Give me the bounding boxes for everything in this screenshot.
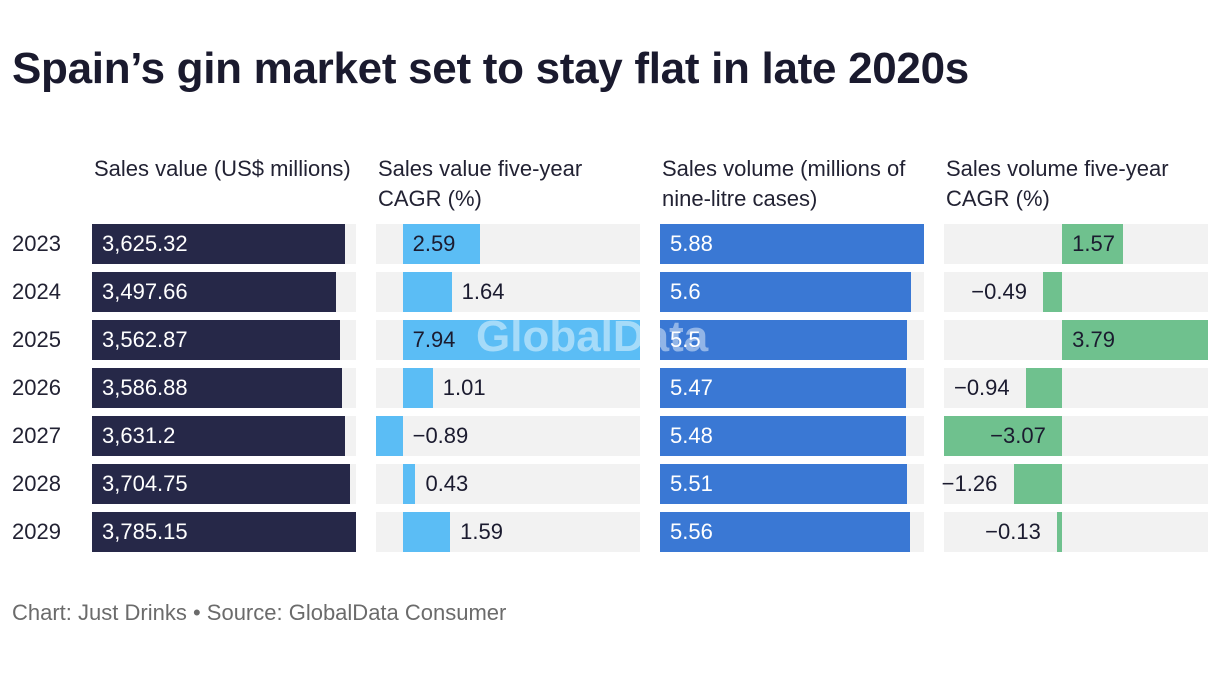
sales-value-cagr-bar: [376, 416, 403, 456]
sales-value-cagr-bar: [402, 512, 451, 552]
sales-volume-cagr-bar: [1062, 320, 1208, 360]
sales-value-value-label: 3,562.87: [102, 327, 188, 352]
sales-value-cagr-value-label: 1.01: [442, 375, 486, 400]
sales-value-cagr-bar: [402, 320, 640, 360]
sales-volume-bar: [660, 512, 910, 552]
sales-value-cagr-bar: [402, 224, 481, 264]
sales-value-cagr-value-label: 7.94: [412, 327, 456, 352]
sales-value-cagr-value-label: 1.64: [461, 279, 505, 304]
sales-value-header: Sales value (US$ millions): [94, 156, 351, 181]
sales-value-value-label: 3,631.2: [102, 423, 176, 448]
sales-volume-value-label: 5.5: [670, 327, 701, 352]
sales-value-bar: [92, 512, 356, 552]
sales-volume-value-label: 5.47: [670, 375, 713, 400]
sales-value-cagr-bar: [402, 368, 433, 408]
year-label: 2023: [12, 231, 61, 256]
sales-volume-cagr-bar: [1013, 464, 1063, 504]
chart-credit: Chart: Just Drinks: [12, 600, 187, 625]
sales-value-value-label: 3,704.75: [102, 471, 188, 496]
sales-value-value-label: 3,625.32: [102, 231, 188, 256]
sales-value-value-label: 3,586.88: [102, 375, 188, 400]
sales-volume-cagr-value-label: 1.57: [1072, 231, 1115, 256]
sales-volume-cagr-bar: [1057, 512, 1063, 552]
sales-volume-cagr-bar: [1025, 368, 1063, 408]
footer-separator: •: [192, 600, 201, 625]
sales-value-cagr-track: [376, 464, 640, 504]
sales-volume-cagr-bar: [944, 416, 1063, 456]
sales-value-cagr-value-label: 1.59: [460, 519, 503, 544]
sales-value-cagr-header: Sales value five-year CAGR (%): [378, 156, 583, 211]
sales-volume-value-label: 5.48: [670, 423, 713, 448]
year-label: 2028: [12, 471, 61, 496]
sales-value-bar: [92, 416, 346, 456]
sales-volume-bar: [660, 368, 906, 408]
sales-volume-header: Sales volume (millions of nine-litre cas…: [662, 156, 906, 211]
sales-volume-cagr-value-label: −0.94: [953, 375, 1010, 400]
source-note: Source: GlobalData Consumer: [206, 600, 507, 625]
sales-volume-cagr-header: Sales volume five-year CAGR (%): [946, 156, 1169, 211]
sales-volume-cagr-value-label: −0.49: [971, 279, 1027, 304]
year-label: 2025: [12, 327, 61, 352]
sales-value-value-label: 3,497.66: [102, 279, 188, 304]
sales-volume-cagr-bar: [1062, 224, 1123, 264]
sales-volume-cagr-value-label: 3.79: [1072, 327, 1115, 352]
sales-value-cagr-value-label: 2.59: [412, 231, 456, 256]
sales-volume-cagr-value-label: −3.07: [990, 423, 1046, 448]
sales-value-bar: [92, 320, 341, 360]
sales-volume-value-label: 5.88: [670, 231, 713, 256]
sales-volume-cagr-value-label: −1.26: [941, 471, 998, 496]
sales-volume-value-label: 5.6: [670, 279, 701, 304]
footer: Chart: Just Drinks • Source: GlobalData …: [12, 600, 506, 626]
sales-volume-bar: [660, 272, 912, 312]
sales-value-bar: [92, 272, 336, 312]
sales-volume-cagr-track: [944, 272, 1208, 312]
sales-value-cagr-bar: [402, 272, 452, 312]
sales-volume-cagr-bar: [1043, 272, 1063, 312]
year-label: 2027: [12, 423, 61, 448]
sales-volume-bar: [660, 416, 907, 456]
sales-volume-bar: [660, 464, 908, 504]
sales-value-cagr-track: [376, 416, 640, 456]
sales-value-cagr-value-label: −0.89: [412, 423, 469, 448]
sales-value-bar: [92, 224, 345, 264]
sales-value-bar: [92, 368, 343, 408]
sales-volume-bar: [660, 320, 907, 360]
sales-volume-cagr-track: [944, 368, 1208, 408]
year-label: 2029: [12, 519, 61, 544]
sales-value-cagr-value-label: 0.43: [425, 471, 469, 496]
sales-volume-value-label: 5.56: [670, 519, 713, 544]
sales-volume-cagr-track: [944, 512, 1208, 552]
sales-volume-value-label: 5.51: [670, 471, 713, 496]
chart-title: Spain’s gin market set to stay flat in l…: [12, 44, 969, 93]
year-label: 2024: [12, 279, 61, 304]
sales-volume-cagr-value-label: −0.13: [985, 519, 1041, 544]
sales-value-value-label: 3,785.15: [102, 519, 188, 544]
sales-volume-cagr-track: [944, 464, 1208, 504]
sales-value-bar: [92, 464, 351, 504]
year-label: 2026: [12, 375, 61, 400]
sales-volume-bar: [660, 224, 924, 264]
sales-value-cagr-bar: [402, 464, 416, 504]
